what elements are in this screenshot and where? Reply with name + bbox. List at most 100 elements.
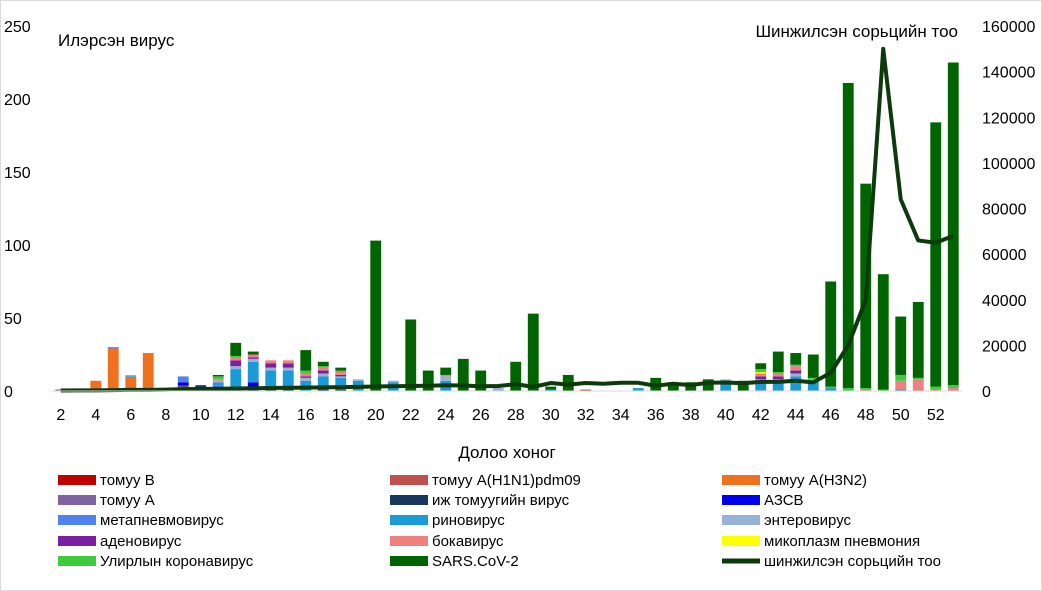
bar-segment — [230, 366, 242, 370]
bar-segment — [370, 240, 382, 391]
bar-segment — [755, 372, 767, 374]
bar-segment — [335, 367, 347, 371]
bar-segment — [405, 319, 417, 391]
bar-segment — [580, 389, 592, 391]
bar-segment — [457, 358, 469, 391]
bar-segment — [825, 281, 837, 387]
x-tick-label: 20 — [367, 407, 385, 424]
bar-segment — [842, 82, 854, 389]
x-tick-label: 24 — [437, 407, 455, 424]
bar-segment — [300, 377, 312, 381]
right-axis-label: Шинжилсэн сорьцийн тоо — [755, 22, 958, 41]
bar-segment — [212, 374, 224, 377]
right-tick-label: 20000 — [982, 338, 1027, 355]
bar-segment — [772, 380, 784, 391]
bar-segment — [317, 376, 329, 390]
x-tick-label: 36 — [647, 407, 665, 424]
bar-segment — [177, 376, 189, 383]
bar-segment — [545, 386, 557, 390]
bar-segment — [300, 350, 312, 371]
legend-label: SARS.CoV-2 — [432, 553, 519, 570]
bar-segment — [247, 358, 259, 362]
bar-segment — [282, 370, 294, 390]
right-tick-label: 0 — [982, 384, 991, 401]
series-line — [60, 46, 954, 393]
x-tick-label: 40 — [717, 407, 735, 424]
left-tick-label: 50 — [4, 311, 22, 328]
bar-segment — [335, 389, 347, 391]
bar-segment — [930, 122, 942, 387]
legend-swatch — [58, 475, 96, 485]
legend-swatch — [390, 495, 428, 505]
bar-segment — [422, 370, 434, 391]
bar-segment — [860, 388, 872, 390]
right-tick-label: 40000 — [982, 293, 1027, 310]
x-tick-label: 22 — [402, 407, 420, 424]
bar-segment — [912, 377, 924, 380]
legend-swatch — [722, 536, 760, 546]
bar-segment — [265, 360, 277, 364]
bar-segment — [282, 389, 294, 391]
bar-segment — [790, 366, 802, 371]
bar-segment — [755, 389, 767, 391]
bar-segment — [825, 386, 837, 389]
left-tick-label: 100 — [4, 238, 31, 255]
legend-label: иж томуугийн вирус — [432, 492, 570, 509]
bar-segment — [230, 360, 242, 367]
bar-segment — [527, 313, 539, 391]
x-tick-label: 34 — [612, 407, 630, 424]
bar-segment — [842, 388, 854, 391]
x-tick-label: 44 — [787, 407, 805, 424]
bar-segment — [265, 363, 277, 368]
bar-segment — [807, 380, 819, 391]
bar-segment — [335, 370, 347, 373]
bar-segment — [212, 380, 224, 383]
bar-segment — [282, 360, 294, 364]
bar-segment — [947, 385, 959, 389]
legend-label: томуу А — [100, 492, 155, 509]
legend-swatch — [58, 536, 96, 546]
x-tick-label: 18 — [332, 407, 350, 424]
bar-segment — [755, 382, 767, 390]
bar-segment — [772, 351, 784, 373]
bar-segment — [912, 379, 924, 391]
bar-segment — [895, 380, 907, 390]
bar-segment — [230, 369, 242, 389]
legend-label: АЗСВ — [764, 492, 804, 509]
x-tick-label: 26 — [472, 407, 490, 424]
legend-label: шинжилсэн сорьцийн тоо — [764, 553, 941, 570]
legend-label: микоплазм пневмония — [764, 533, 920, 550]
legend-swatch — [722, 515, 760, 525]
bar-segment — [877, 274, 889, 390]
legend-label: томуу В — [100, 472, 155, 489]
bar-segment — [300, 373, 312, 377]
bar-segment — [790, 376, 802, 391]
legend-label: Улирлын коронавирус — [100, 553, 254, 570]
bar-segment — [755, 363, 767, 370]
bar-segment — [247, 361, 259, 383]
left-tick-label: 200 — [4, 92, 31, 109]
bar-segment — [282, 363, 294, 368]
right-tick-label: 140000 — [982, 65, 1035, 82]
bar-segment — [212, 385, 224, 387]
legend-swatch — [722, 495, 760, 505]
bar-segment — [895, 374, 907, 381]
legend-label: томуу A(H1N1)pdm09 — [432, 472, 581, 489]
bar-segment — [440, 376, 452, 381]
bar-segment — [860, 389, 872, 391]
bar-segment — [807, 354, 819, 378]
legend-swatch — [390, 515, 428, 525]
bar-segment — [230, 342, 242, 356]
legend-label: риновирус — [432, 512, 505, 529]
bar-segment — [702, 379, 714, 391]
legend-swatch — [722, 475, 760, 485]
x-tick-label: 32 — [577, 407, 595, 424]
x-tick-label: 16 — [297, 407, 315, 424]
x-tick-label: 6 — [126, 407, 135, 424]
bar-segment — [930, 386, 942, 390]
bar-segment — [177, 382, 189, 386]
bar-segment — [667, 382, 679, 391]
right-tick-label: 160000 — [982, 19, 1035, 36]
bar-segment — [247, 382, 259, 387]
